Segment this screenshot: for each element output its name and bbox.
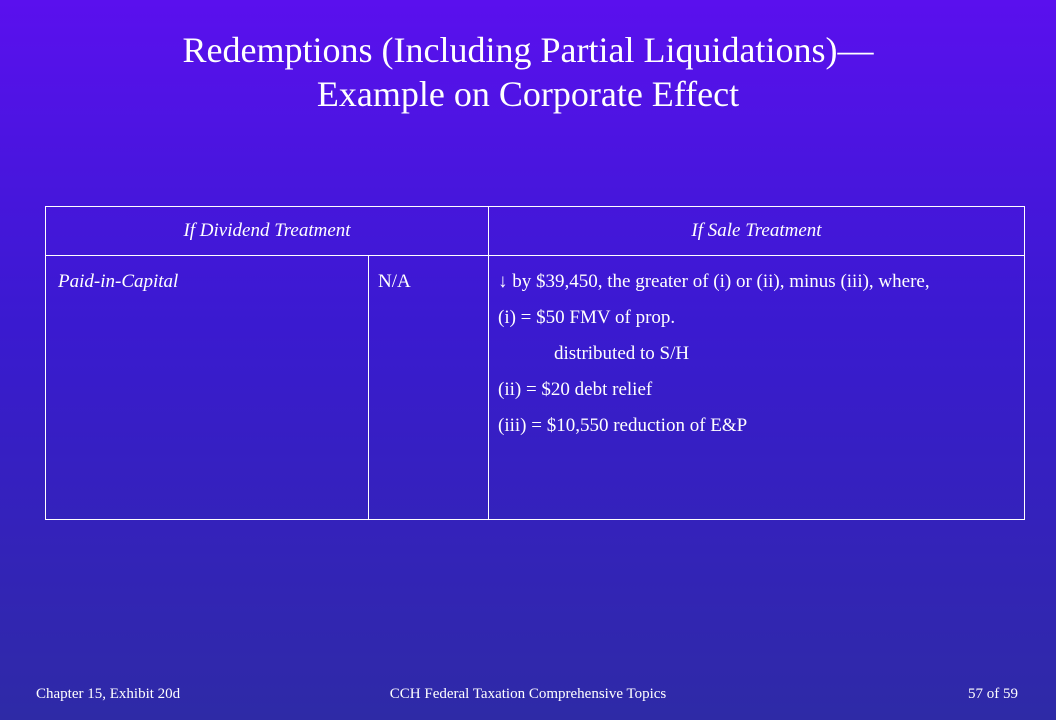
sale-line-2: (i) = $50 FMV of prop.	[498, 307, 676, 328]
sale-line-5: (iii) = $10,550 reduction of E&P	[498, 415, 748, 436]
sale-line-3: distributed to S/H	[554, 343, 690, 364]
header-sale-treatment: If Sale Treatment	[691, 220, 822, 241]
treatment-table: If Dividend Treatment If Sale Treatment …	[45, 206, 1025, 520]
column-divider-main	[488, 207, 489, 519]
slide-title-line-2: Example on Corporate Effect	[316, 74, 740, 114]
footer-page-number: 57 of 59	[968, 686, 1018, 702]
footer-publisher: CCH Federal Taxation Comprehensive Topic…	[389, 686, 667, 702]
sale-line-1: ↓ by $39,450, the greater of (i) or (ii)…	[498, 271, 930, 292]
sale-treatment-text: ↓ by $39,450, the greater of (i) or (ii)…	[498, 268, 1018, 448]
column-divider-dividend	[368, 255, 369, 519]
slide-title-line-1: Redemptions (Including Partial Liquidati…	[182, 30, 874, 70]
header-dividend-treatment: If Dividend Treatment	[183, 220, 351, 241]
footer-chapter: Chapter 15, Exhibit 20d	[36, 686, 181, 702]
table-header-row: If Dividend Treatment If Sale Treatment	[46, 207, 1024, 256]
slide-title: Redemptions (Including Partial Liquidati…	[0, 28, 1056, 116]
row-label-paid-in-capital: Paid-in-Capital	[58, 271, 179, 292]
dividend-value: N/A	[378, 271, 411, 292]
sale-line-4: (ii) = $20 debt relief	[498, 379, 653, 400]
